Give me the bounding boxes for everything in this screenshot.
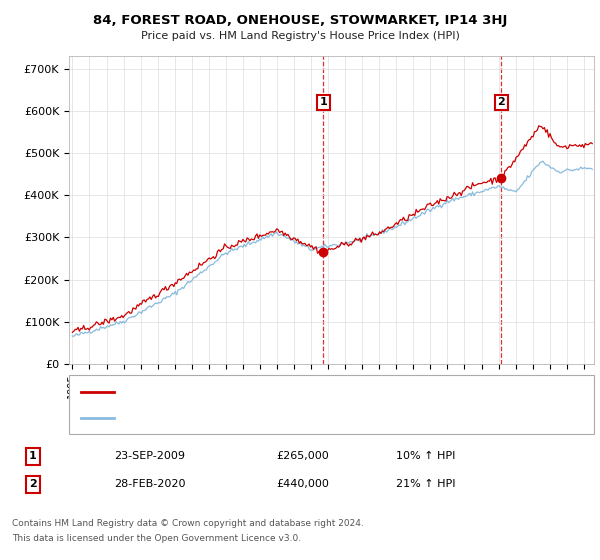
Text: 28-FEB-2020: 28-FEB-2020: [114, 479, 185, 489]
Text: £265,000: £265,000: [276, 451, 329, 461]
Text: 10% ↑ HPI: 10% ↑ HPI: [396, 451, 455, 461]
Text: 21% ↑ HPI: 21% ↑ HPI: [396, 479, 455, 489]
Text: 2: 2: [29, 479, 37, 489]
Text: 84, FOREST ROAD, ONEHOUSE, STOWMARKET, IP14 3HJ (detached house): 84, FOREST ROAD, ONEHOUSE, STOWMARKET, I…: [120, 386, 505, 396]
Text: 1: 1: [29, 451, 37, 461]
Text: 23-SEP-2009: 23-SEP-2009: [114, 451, 185, 461]
Text: £440,000: £440,000: [276, 479, 329, 489]
Text: This data is licensed under the Open Government Licence v3.0.: This data is licensed under the Open Gov…: [12, 534, 301, 543]
Text: Contains HM Land Registry data © Crown copyright and database right 2024.: Contains HM Land Registry data © Crown c…: [12, 519, 364, 528]
Text: 84, FOREST ROAD, ONEHOUSE, STOWMARKET, IP14 3HJ: 84, FOREST ROAD, ONEHOUSE, STOWMARKET, I…: [93, 14, 507, 27]
Text: 1: 1: [320, 97, 328, 108]
Text: 2: 2: [497, 97, 505, 108]
Text: Price paid vs. HM Land Registry's House Price Index (HPI): Price paid vs. HM Land Registry's House …: [140, 31, 460, 41]
Text: HPI: Average price, detached house, Mid Suffolk: HPI: Average price, detached house, Mid …: [120, 413, 371, 423]
